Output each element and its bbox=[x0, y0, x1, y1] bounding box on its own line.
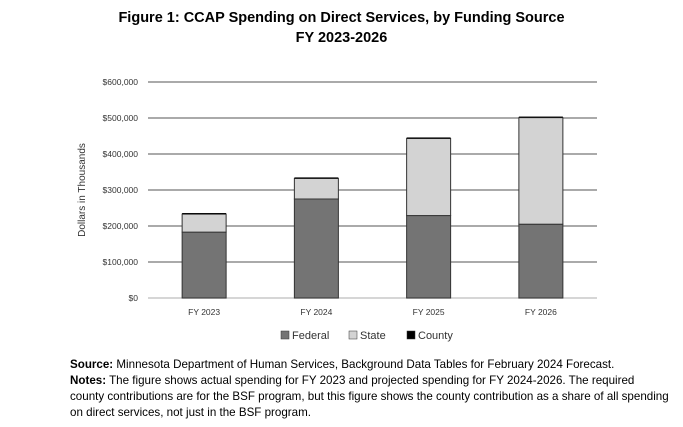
legend-label-county: County bbox=[418, 330, 453, 342]
stacked-bar-chart: $0 $100,000 $200,000 $300,000 $400,000 $500,0… bbox=[77, 77, 597, 342]
subtitle-line: FY 2023-2026 bbox=[295, 30, 388, 46]
legend-label-state: State bbox=[360, 330, 386, 342]
legend-swatch-state bbox=[348, 330, 358, 340]
bar-federal bbox=[518, 223, 564, 299]
y-tick-label: $500,000 bbox=[103, 113, 139, 123]
title-line: Figure 1: CCAP Spending on Direct Servic… bbox=[118, 10, 565, 26]
bar-county bbox=[518, 116, 563, 118]
x-tick-label: FY 2023 bbox=[188, 307, 220, 317]
x-tick-label: FY 2025 bbox=[413, 307, 445, 317]
source-text: Minnesota Department of Human Services, … bbox=[113, 358, 615, 371]
legend-swatch-federal bbox=[280, 330, 290, 340]
x-tick-label: FY 2024 bbox=[300, 307, 332, 317]
y-tick-label: $100,000 bbox=[103, 257, 139, 267]
y-tick-label: $200,000 bbox=[103, 221, 139, 231]
bar-state bbox=[181, 213, 227, 233]
y-tick-label: $300,000 bbox=[103, 185, 139, 195]
notes-note: Notes: The figure shows actual spending … bbox=[70, 373, 670, 421]
y-axis-label: Dollars in Thousands bbox=[77, 143, 88, 237]
chart-title: Figure 1: CCAP Spending on Direct Servic… bbox=[0, 8, 683, 48]
notes-label: Notes: bbox=[70, 374, 107, 387]
bar-county bbox=[294, 177, 339, 179]
y-tick-label: $600,000 bbox=[103, 77, 139, 87]
bar-state bbox=[518, 117, 564, 225]
y-tick-label: $400,000 bbox=[103, 149, 139, 159]
legend-swatch-county bbox=[406, 330, 416, 340]
x-tick-label: FY 2026 bbox=[525, 307, 557, 317]
bar-federal bbox=[293, 198, 339, 299]
bar-state bbox=[293, 177, 339, 200]
y-tick-label: $0 bbox=[129, 293, 139, 303]
chart-footer: Source: Minnesota Department of Human Se… bbox=[70, 357, 670, 421]
bar-federal bbox=[181, 231, 227, 299]
source-label: Source: bbox=[70, 358, 114, 371]
bar-county bbox=[182, 213, 227, 215]
notes-text: The figure shows actual spending for FY … bbox=[70, 374, 669, 419]
bar-state bbox=[406, 138, 452, 217]
source-note: Source: Minnesota Department of Human Se… bbox=[70, 357, 670, 373]
bar-county bbox=[406, 137, 451, 139]
bar-federal bbox=[406, 215, 452, 299]
legend-label-federal: Federal bbox=[292, 330, 329, 342]
